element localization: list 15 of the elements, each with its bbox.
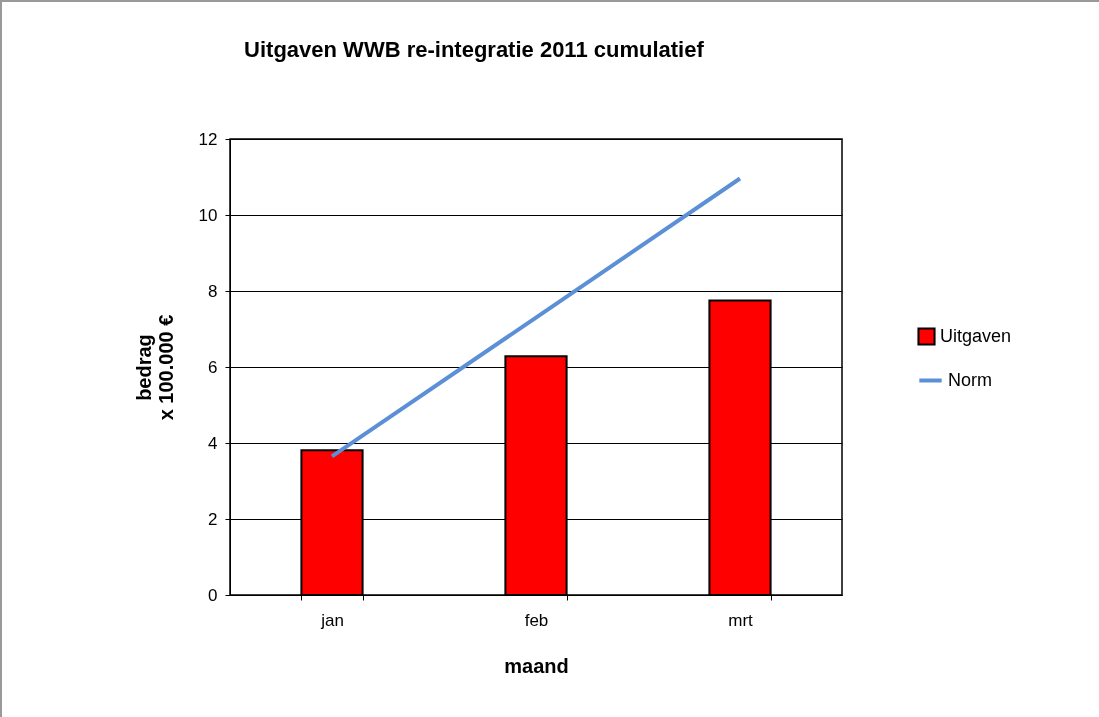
x-axis-title: maand [504, 654, 569, 677]
y-tick-label: 8 [208, 281, 218, 301]
y-tick-label: 0 [208, 585, 218, 605]
y-tick-label: 2 [208, 509, 218, 529]
y-tick-label: 10 [198, 205, 218, 225]
y-tick-label: 4 [208, 433, 218, 453]
x-tick-label: jan [320, 610, 344, 630]
legend-label: Uitgaven [940, 325, 1012, 346]
x-tick-label: feb [524, 610, 549, 630]
y-tick-label: 12 [198, 129, 218, 149]
y-tick-label: 6 [208, 357, 218, 377]
chart-title: Uitgaven WWB re-integratie 2011 cumulatief [244, 37, 705, 62]
legend-label: Norm [948, 369, 992, 390]
x-tick-label: mrt [728, 610, 754, 630]
y-axis-title: bedrag x 100.000 € [132, 314, 177, 421]
